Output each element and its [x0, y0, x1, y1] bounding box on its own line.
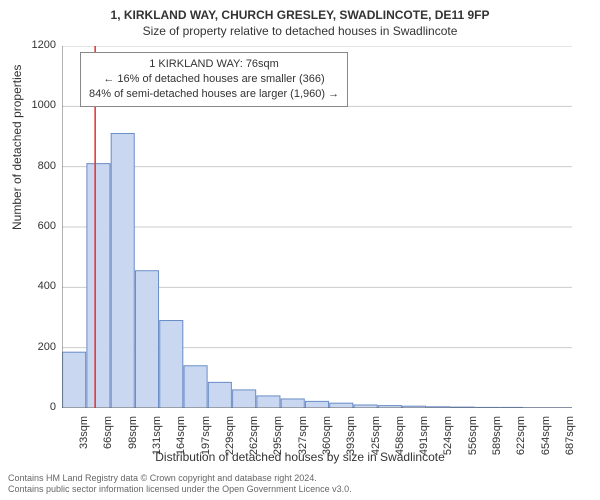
y-tick-label: 0 — [26, 401, 56, 413]
credits-line-2: Contains public sector information licen… — [8, 484, 352, 496]
chart-title-line2: Size of property relative to detached ho… — [0, 22, 600, 38]
y-tick-label: 1200 — [26, 39, 56, 51]
info-line-3: 84% of semi-detached houses are larger (… — [89, 87, 339, 102]
chart-area: 1 KIRKLAND WAY: 76sqm ← 16% of detached … — [62, 46, 572, 408]
credits: Contains HM Land Registry data © Crown c… — [8, 473, 352, 496]
credits-line-1: Contains HM Land Registry data © Crown c… — [8, 473, 352, 485]
info-line-2: ← 16% of detached houses are smaller (36… — [89, 72, 339, 87]
y-tick-label: 400 — [26, 280, 56, 292]
x-axis-label: Distribution of detached houses by size … — [0, 450, 600, 464]
y-tick-label: 200 — [26, 341, 56, 353]
y-axis-label: Number of detached properties — [10, 65, 24, 230]
y-tick-label: 800 — [26, 160, 56, 172]
chart-info-box: 1 KIRKLAND WAY: 76sqm ← 16% of detached … — [80, 52, 348, 107]
y-tick-label: 600 — [26, 220, 56, 232]
info-line-1: 1 KIRKLAND WAY: 76sqm — [89, 57, 339, 72]
y-tick-label: 1000 — [26, 99, 56, 111]
chart-container: 1, KIRKLAND WAY, CHURCH GRESLEY, SWADLIN… — [0, 0, 600, 500]
chart-title-line1: 1, KIRKLAND WAY, CHURCH GRESLEY, SWADLIN… — [0, 0, 600, 22]
